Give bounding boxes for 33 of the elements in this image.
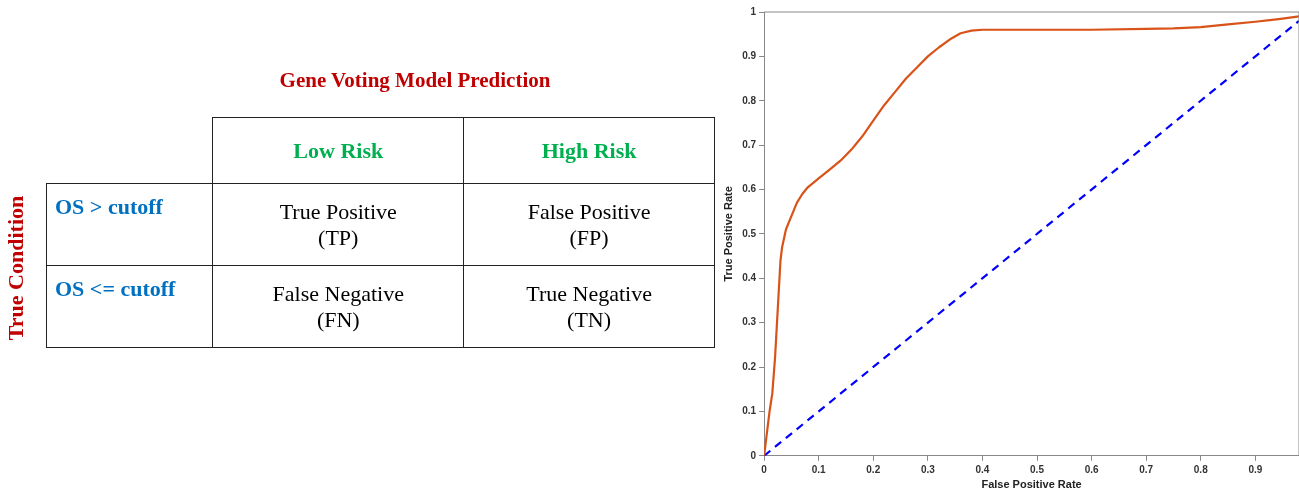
y-tick-label: 0.2 — [742, 360, 757, 372]
category-label: OS > cutoff — [55, 194, 163, 219]
x-tick-label: 0.8 — [1193, 463, 1209, 475]
x-tick-label: 0.7 — [1139, 463, 1154, 475]
x-tick-label: 0.9 — [1248, 463, 1263, 475]
y-tick-label: 0.7 — [742, 138, 757, 150]
x-tick-label: 0.5 — [1030, 463, 1045, 475]
y-tick-label: 0.9 — [742, 50, 757, 62]
category-label: OS <= cutoff — [55, 276, 176, 301]
y-tick-label: 0.4 — [742, 272, 757, 284]
y-tick-label: 0.8 — [742, 94, 757, 106]
text: False Negative (FN) — [272, 280, 404, 332]
y-tick-label: 0.5 — [742, 227, 757, 239]
y-tick-label: 0.1 — [742, 405, 757, 417]
text: True Positive (TP) — [279, 198, 397, 250]
text: True Condition — [3, 195, 29, 341]
text: False Positive (FP) — [527, 198, 651, 250]
y-tick-label: 1 — [750, 5, 757, 17]
text: Gene Voting Model Prediction — [278, 68, 552, 93]
text: True Negative (TN) — [526, 280, 652, 332]
x-tick-label: 0.1 — [811, 463, 827, 475]
x-tick-label: 0.2 — [866, 463, 881, 475]
y-tick-label: 0.6 — [742, 183, 757, 195]
category-label: Low Risk — [212, 117, 464, 184]
x-axis-title: False Positive Rate — [981, 478, 1082, 491]
y-tick-label: 0.3 — [742, 316, 757, 328]
x-tick-label: 0 — [761, 463, 768, 475]
x-tick-label: 0.6 — [1084, 463, 1099, 475]
x-tick-label: 0.3 — [920, 463, 936, 475]
x-tick-label: 0.4 — [975, 463, 990, 475]
y-tick-label: 0 — [750, 449, 757, 461]
y-axis-title: True Positive Rate — [721, 186, 734, 282]
category-label: High Risk — [463, 117, 715, 184]
